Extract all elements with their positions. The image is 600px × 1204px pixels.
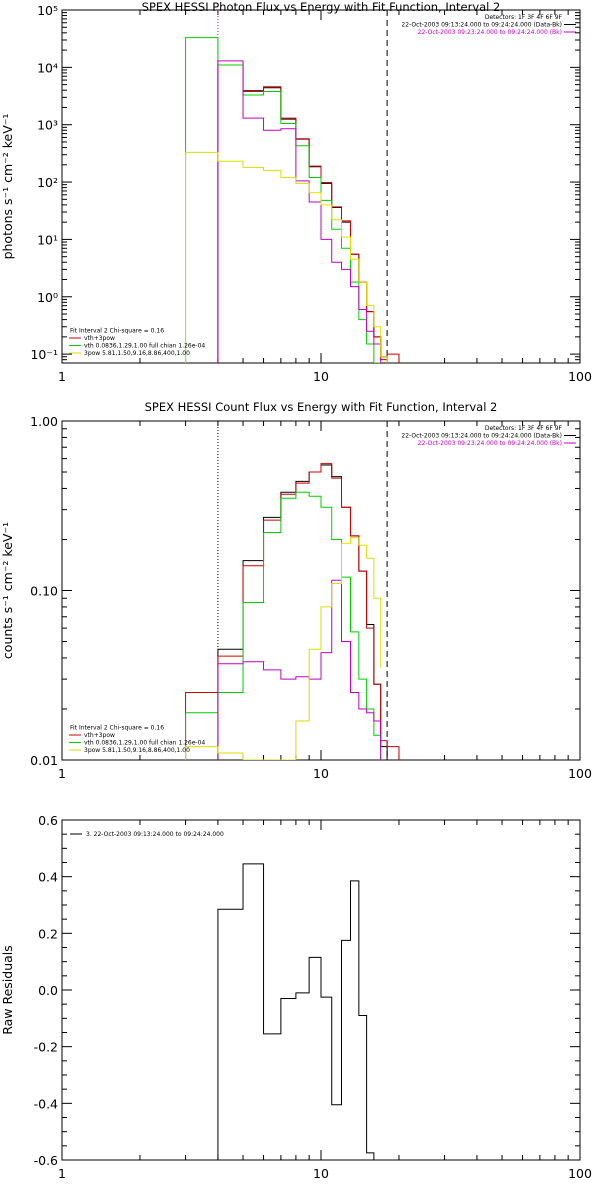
count-flux-panel: SPEX HESSI Count Flux vs Energy with Fit…	[0, 400, 592, 781]
residuals-y-tick-label: 0.6	[38, 813, 58, 828]
residuals-legend-top-left-0: 3. 22-Oct-2003 09:13:24.000 to 09:24:24.…	[86, 831, 224, 838]
photon-flux-y-tick-label: 10²	[37, 175, 58, 190]
residuals-x-tick-label: 10	[313, 1166, 329, 1181]
count-flux-title: SPEX HESSI Count Flux vs Energy with Fit…	[145, 400, 498, 414]
residuals-y-tick-label: -0.6	[34, 1153, 58, 1168]
count-flux-legend-top-right-2: 22-Oct-2003 09:23:24.000 to 09:24:24.000…	[418, 440, 562, 447]
count-flux-legend-bottom-left-3: 3pow 5.81,1.50,9.16,8.86,400,1.00	[84, 747, 190, 754]
photon-flux-y-tick-label: 10⁵	[37, 3, 58, 18]
photon-flux-legend-bottom-left-0: Fit Interval 2 Chi-square = 0.16	[70, 328, 164, 335]
photon-flux-legend-top-right-2: 22-Oct-2003 09:23:24.000 to 09:24:24.000…	[418, 29, 562, 36]
count-flux-y-axis-label: counts s⁻¹ cm⁻² keV⁻¹	[0, 522, 15, 659]
count-flux-series-4	[185, 537, 382, 760]
photon-flux-y-axis-label: photons s⁻¹ cm⁻² keV⁻¹	[0, 114, 15, 260]
count-flux-series-2	[185, 491, 382, 760]
count-flux-series-group	[185, 463, 400, 760]
photon-flux-series-1	[217, 64, 400, 363]
photon-flux-series-4	[185, 151, 388, 363]
photon-flux-y-tick-label: 10⁴	[37, 60, 58, 75]
count-flux-series-3	[217, 579, 382, 760]
count-flux-legend-top-right-0: Detectors: 1F 3F 4F 6F 9F	[485, 425, 563, 432]
residuals-x-tick-label: 100	[568, 1166, 592, 1181]
photon-flux-y-tick-label: 10⁻¹	[30, 347, 58, 362]
count-flux-legend-bottom-left-2: vth 0.0836,1.29,1.00 full chian 1.26e-04	[84, 740, 205, 747]
photon-flux-x-tick-label: 100	[568, 369, 592, 384]
count-flux-legend-top-right-1: 22-Oct-2003 09:13:24.000 to 09:24:24.000…	[401, 433, 562, 440]
count-flux-x-tick-label: 10	[313, 766, 329, 781]
count-flux-series-1	[185, 463, 400, 760]
residuals-y-axis-label: Raw Residuals	[0, 945, 15, 1035]
residuals-y-tick-label: -0.4	[34, 1096, 58, 1111]
photon-flux-legend-top-right-1: 22-Oct-2003 09:13:24.000 to 09:24:24.000…	[401, 22, 562, 29]
count-flux-legend-bottom-left-0: Fit Interval 2 Chi-square = 0.16	[70, 725, 164, 732]
photon-flux-y-tick-label: 10⁰	[37, 290, 58, 305]
residuals-y-tick-label: 0.4	[38, 870, 58, 885]
residuals-y-tick-label: 0.0	[38, 983, 58, 998]
photon-flux-series-group	[185, 37, 400, 363]
photon-flux-legend-top-right-0: Detectors: 1F 3F 4F 6F 9F	[485, 14, 563, 21]
residuals-panel: Raw Residuals 1 10 100 -0.6 -0.4 -0.2 0.0 0.2 0.4…	[0, 813, 592, 1181]
photon-flux-series-2	[185, 37, 382, 363]
photon-flux-legend-bottom-left-3: 3pow 5.81,1.50,9.16,8.86,400,1.00	[84, 350, 190, 357]
count-flux-legend-bottom-left-1: vth+3pow	[84, 732, 115, 739]
residuals-series-group	[217, 863, 388, 1160]
residuals-x-tick-label: 1	[58, 1166, 66, 1181]
count-flux-y-tick-label: 0.01	[30, 753, 58, 768]
photon-flux-y-tick-label: 10¹	[37, 232, 58, 247]
photon-flux-legend-bottom-left-2: vth 0.0836,1.29,1.00 full chian 1.26e-04	[84, 343, 205, 350]
photon-flux-x-tick-label: 1	[58, 369, 66, 384]
residuals-y-tick-label: -0.2	[34, 1040, 58, 1055]
residuals-y-tick-label: 0.2	[38, 926, 58, 941]
photon-flux-legend-bottom-left-1: vth+3pow	[84, 335, 115, 342]
photon-flux-panel: SPEX HESSI Photon Flux vs Energy with Fi…	[0, 0, 592, 384]
photon-flux-y-tick-label: 10³	[37, 118, 58, 133]
photon-flux-series-3	[217, 60, 382, 363]
count-flux-x-tick-label: 1	[58, 766, 66, 781]
photon-flux-x-tick-label: 10	[313, 369, 329, 384]
residuals-series-0	[217, 863, 388, 1160]
count-flux-y-tick-label: 0.10	[30, 584, 58, 599]
count-flux-x-tick-label: 100	[568, 766, 592, 781]
count-flux-y-tick-label: 1.00	[30, 414, 58, 429]
